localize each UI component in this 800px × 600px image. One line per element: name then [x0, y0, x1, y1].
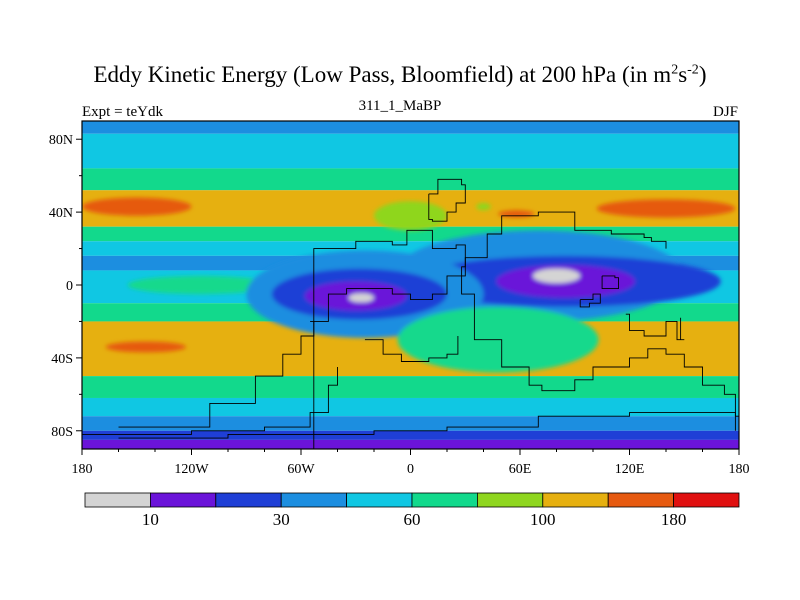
field-band-2: [82, 168, 739, 191]
axes: 180 120W 60W 0 60E 120E 180 80N 40N 0 40S 80S: [49, 133, 750, 477]
coastline-2: [364, 336, 459, 362]
field-anomaly-4: [127, 275, 274, 295]
coastline-4: [118, 321, 315, 428]
eke-field: [82, 121, 739, 449]
field-anomaly-9: [532, 268, 581, 284]
colorbar-swatch-2: [215, 492, 282, 508]
coastline-5: [82, 367, 338, 435]
colorbar-label: 10: [142, 510, 159, 529]
colorbar: 10 30 60 100 180: [84, 492, 740, 529]
colorbar-swatch-4: [346, 492, 413, 508]
colorbar-swatch-6: [476, 492, 544, 508]
colorbar-swatch-0: [84, 492, 151, 508]
coastline-7: [625, 313, 685, 341]
chart-title: Eddy Kinetic Energy (Low Pass, Bloomfiel…: [93, 62, 707, 87]
y-tick-label: 40N: [49, 206, 73, 221]
x-tick-label: 180: [72, 462, 93, 477]
field-anomaly-14: [476, 203, 491, 211]
coastline-9: [601, 275, 619, 290]
colorbar-swatch-1: [149, 492, 217, 508]
chart-subtitle: 311_1_MaBP: [358, 98, 442, 114]
coastline-1: [310, 211, 667, 322]
x-tick-label: 60E: [509, 462, 532, 477]
x-tick-label: 180: [729, 462, 750, 477]
season-label: DJF: [712, 104, 738, 120]
continent-outlines: [82, 178, 739, 449]
colorbar-swatch-8: [607, 492, 675, 508]
field-anomaly-0: [82, 197, 192, 216]
x-tick-label: 120E: [615, 462, 645, 477]
y-tick-label: 40S: [51, 352, 73, 367]
colorbar-swatch-9: [673, 492, 740, 508]
field-anomaly-13: [348, 293, 374, 303]
field-band-10: [82, 376, 739, 398]
field-band-13: [82, 430, 739, 440]
field-anomaly-2: [498, 210, 535, 218]
y-tick-label: 80S: [51, 425, 73, 440]
colorbar-label: 60: [404, 510, 421, 529]
colorbar-swatch-5: [411, 492, 478, 508]
x-tick-label: 0: [407, 462, 414, 477]
x-tick-label: 60W: [287, 462, 315, 477]
field-band-11: [82, 397, 739, 417]
field-band-1: [82, 133, 739, 169]
y-tick-label: 0: [66, 279, 73, 294]
field-anomaly-15: [374, 201, 447, 231]
colorbar-swatch-7: [542, 492, 609, 508]
field-band-0: [82, 121, 739, 134]
colorbar-label: 30: [273, 510, 290, 529]
field-band-12: [82, 416, 739, 431]
coastline-6: [118, 412, 736, 439]
experiment-label: Expt = teYdk: [82, 104, 163, 120]
colorbar-label: 100: [530, 510, 556, 529]
colorbar-swatch-3: [280, 492, 348, 508]
colorbar-label: 180: [661, 510, 687, 529]
x-tick-label: 120W: [174, 462, 209, 477]
field-band-14: [82, 439, 739, 449]
y-tick-label: 80N: [49, 133, 73, 148]
coastline-0: [313, 229, 739, 449]
field-anomaly-3: [105, 341, 187, 353]
plot-area: [82, 121, 739, 449]
coastline-3: [428, 178, 466, 222]
coastline-8: [579, 293, 601, 308]
field-anomaly-1: [596, 199, 736, 218]
